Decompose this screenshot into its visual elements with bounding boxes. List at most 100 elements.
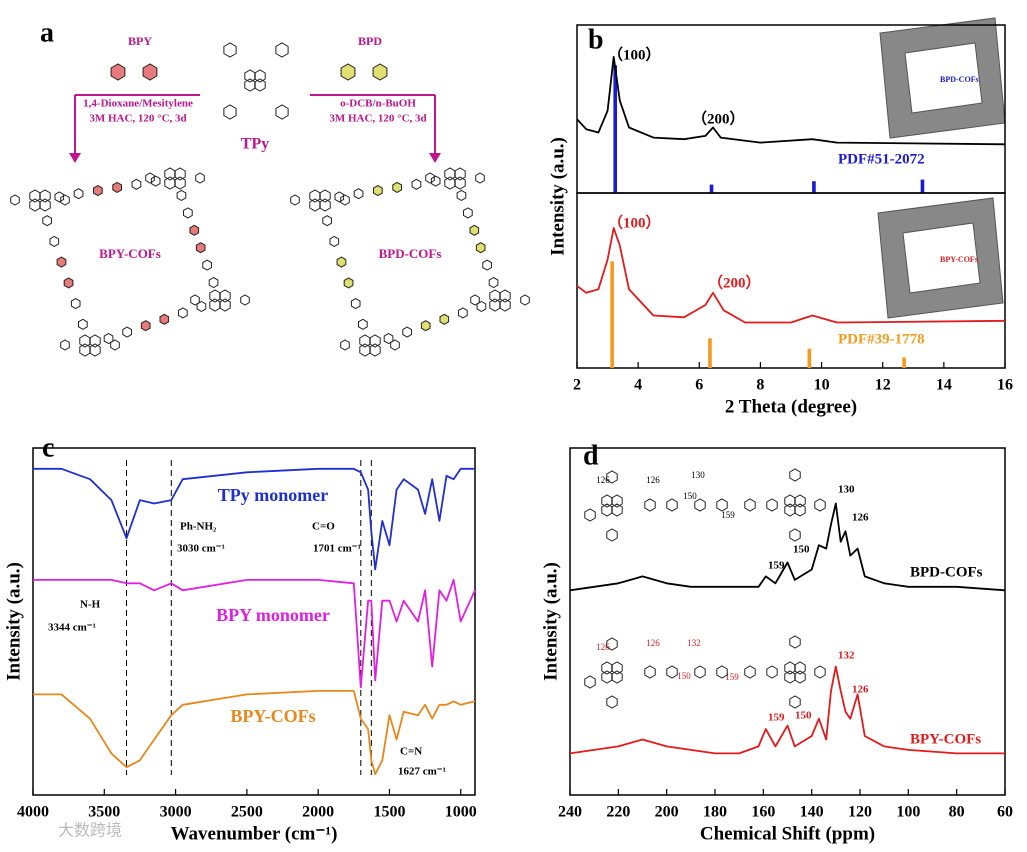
structure-label: 132 [687,638,701,648]
condition: 1,4-Dioxane/Mesitylene [83,98,193,110]
annotation: （200） [692,109,745,127]
ring [430,175,441,187]
ring [353,188,364,200]
ring [254,78,266,92]
ring [322,215,332,227]
ring [402,326,412,338]
x-tick-label: 80 [949,804,965,821]
ring [456,189,467,201]
ring [694,665,706,679]
condition: 3M HAC, 120 °C, 3d [329,113,426,125]
ring [319,198,331,212]
ring [425,172,435,184]
reference-peak [920,179,925,193]
ring [369,334,381,348]
ring [122,326,132,338]
annotation: C=N [400,746,422,758]
structure-inset [877,197,1004,319]
ring [644,665,656,679]
annotation: 132 [838,650,855,662]
ring [489,289,501,303]
ring [189,224,200,236]
annotation: BPY-COFs [940,255,978,264]
ring [176,189,187,201]
annotation: 159 [768,560,785,572]
ring [789,695,801,709]
x-tick-label: 220 [606,804,630,821]
reagent-label: BPY [128,34,152,48]
x-tick-label: 8 [756,377,764,394]
reference-peak [902,357,906,368]
ring [340,63,356,81]
ring [29,189,41,203]
ring [411,178,422,190]
ring [343,277,354,289]
watermark: 大数跨境 [58,821,122,840]
ring [195,242,206,254]
ring [601,661,613,675]
ring [359,334,371,348]
ring [49,235,60,247]
annotation: 150 [795,710,812,722]
ring [499,298,511,312]
ring [489,298,501,312]
panel-letter: b [588,24,604,55]
ring [784,494,796,508]
ring [463,207,473,219]
ring [794,670,806,684]
ring [56,256,67,268]
panel-letter: d [583,440,599,471]
annotation: PDF#51-2072 [838,151,925,167]
ring [164,176,176,190]
annotation: 1701 cm⁻¹ [313,543,361,555]
ring [482,259,492,271]
ring [359,343,371,357]
ring [93,185,103,197]
annotation: 130 [838,484,855,496]
annotation: TPy monomer [218,485,328,505]
x-tick-label: 6 [695,377,703,394]
ring [666,665,678,679]
condition: o-DCB/n-BuOH [340,98,416,110]
ring [340,194,350,206]
annotation: （100） [608,45,661,63]
ring [29,198,41,212]
product-label: BPY-COFs [99,246,161,261]
annotation: 126 [852,684,869,696]
ring [383,333,394,345]
ring [254,69,266,83]
x-tick-label: 3500 [88,804,120,821]
ring [334,191,345,203]
annotation: BPY-COFs [230,706,315,726]
structure-label: 126 [646,638,660,648]
x-tick-label: 1500 [373,804,405,821]
ring [606,695,618,709]
reaction-arrows [74,94,436,155]
x-tick-label: 180 [703,804,727,821]
ring [469,224,480,236]
structure-label: 150 [683,491,697,501]
ring [309,189,321,203]
ring [644,498,656,512]
x-tick-label: 1000 [445,804,477,821]
reference-peak [613,65,618,193]
annotation: PDF#39-1778 [838,331,925,347]
ring [209,289,221,303]
spectrum-line [569,502,1006,592]
x-axis-label: Chemical Shift (ppm) [700,823,875,844]
ring [694,498,706,512]
ring [140,320,151,332]
ring [716,665,728,679]
spectrum-line [33,579,476,689]
ring [601,494,613,508]
ring [520,294,530,306]
ring [716,498,728,512]
plot-frame [576,192,1006,369]
ring [794,503,806,517]
ring [150,175,161,187]
annotation: 150 [793,544,810,556]
ring [309,198,321,212]
ring [392,181,402,193]
monomer-label: TPy [241,136,269,153]
annotation: Ph-NH₂ [180,521,217,533]
